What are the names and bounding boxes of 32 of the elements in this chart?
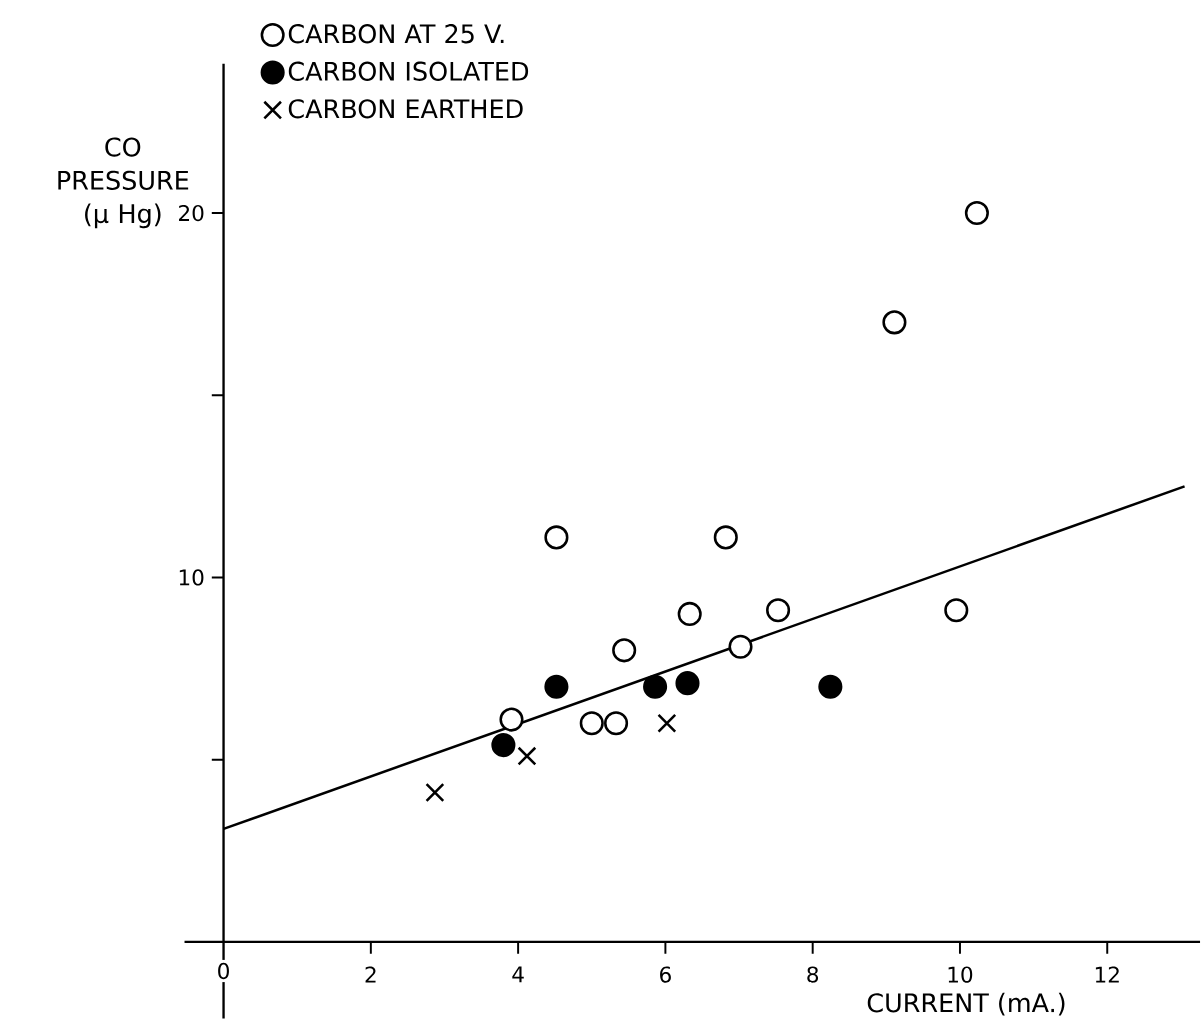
point [491, 732, 516, 758]
point [604, 711, 629, 736]
x-tick-label: 12 [1095, 966, 1119, 983]
point [677, 601, 702, 626]
point [964, 200, 989, 225]
point [882, 310, 907, 335]
x-tick-label: 6 [660, 966, 671, 983]
point [657, 713, 677, 733]
legend-label: CARBON ISOLATED [288, 61, 529, 81]
point [728, 634, 753, 659]
point [612, 638, 637, 663]
point [818, 674, 843, 699]
point [499, 707, 524, 732]
point [944, 598, 969, 623]
legend-label: CARBON EARTHED [288, 98, 523, 119]
point [544, 525, 569, 550]
point [675, 670, 700, 696]
x-tick-label: 4 [512, 966, 524, 983]
point [425, 782, 445, 802]
legend-label: CARBON AT 25 V. [288, 23, 504, 44]
y-tick-label: 20 [179, 204, 204, 222]
point [579, 711, 604, 736]
x-tick-label: 10 [948, 966, 973, 983]
x-tick-label: 2 [365, 966, 376, 983]
x-axis-title: CURRENT (mA.) [867, 992, 1065, 1016]
point [517, 746, 537, 766]
point [643, 674, 668, 699]
x-tick-label: 0 [218, 962, 229, 980]
point [544, 674, 569, 699]
point [713, 525, 738, 550]
x-tick-label: 8 [807, 966, 819, 983]
point [766, 598, 791, 623]
